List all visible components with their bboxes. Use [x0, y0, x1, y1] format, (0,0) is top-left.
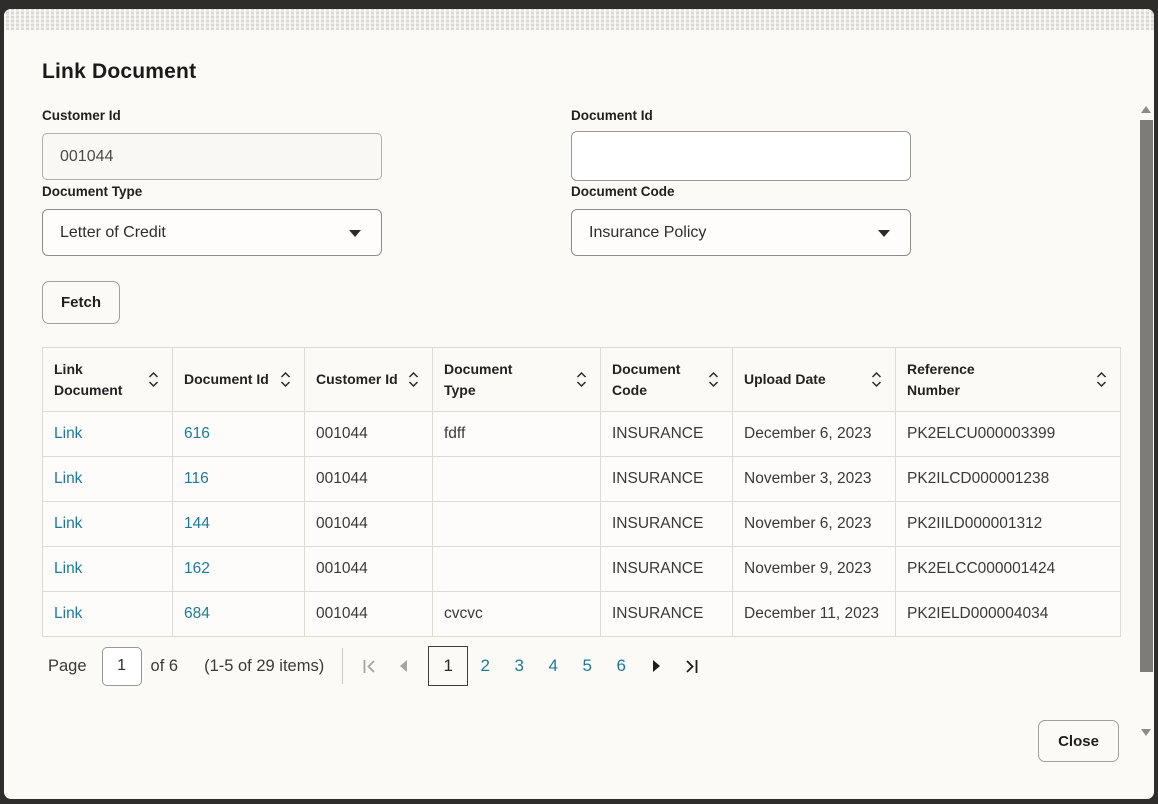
document-id-input[interactable] [571, 131, 911, 181]
upload-date-cell: November 6, 2023 [732, 501, 896, 547]
link-document-action[interactable]: Link [54, 470, 83, 487]
document-id-link[interactable]: 162 [184, 560, 210, 577]
column-header-document-type: Document Type [444, 361, 513, 398]
current-page-button[interactable]: 1 [428, 646, 469, 686]
page-3-link[interactable]: 3 [514, 656, 524, 675]
last-page-icon[interactable] [678, 653, 704, 679]
column-header-reference-number: Reference Number [907, 361, 975, 398]
pagination-divider [342, 648, 344, 684]
customer-id-cell: 001044 [304, 411, 433, 457]
document-id-link[interactable]: 144 [184, 515, 210, 532]
page-count-label: of 6 [150, 656, 179, 675]
sort-icon[interactable] [576, 371, 587, 388]
sort-icon[interactable] [408, 371, 419, 388]
previous-page-icon[interactable] [390, 653, 416, 679]
vertical-scrollbar[interactable] [1139, 106, 1153, 736]
page-label: Page [48, 656, 87, 675]
page-6-link[interactable]: 6 [616, 656, 626, 675]
document-code-cell: INSURANCE [600, 591, 733, 637]
page-number-input[interactable] [101, 646, 142, 686]
table-row: Link 144 001044 INSURANCE November 6, 20… [42, 501, 1121, 547]
next-page-icon[interactable] [644, 653, 670, 679]
column-header-document-code: Document Code [612, 361, 681, 398]
chevron-down-icon [878, 229, 890, 237]
column-header-document-id: Document Id [184, 371, 269, 388]
link-document-dialog: Link Document Customer Id Document Id Do… [4, 30, 1154, 799]
document-id-label: Document Id [571, 108, 653, 123]
document-type-cell: cvcvc [432, 591, 601, 637]
items-range-label: (1-5 of 29 items) [204, 656, 325, 675]
scrollbar-thumb[interactable] [1139, 120, 1153, 672]
chevron-down-icon [349, 229, 361, 237]
customer-id-input[interactable] [42, 133, 382, 180]
table-row: Link 162 001044 INSURANCE November 9, 20… [42, 546, 1121, 592]
document-type-cell: fdff [432, 411, 601, 457]
document-id-link[interactable]: 684 [184, 605, 210, 622]
dimmed-page-background [4, 9, 1154, 30]
link-document-action[interactable]: Link [54, 425, 83, 442]
column-header-link-document: Link Document [54, 361, 123, 398]
document-type-label: Document Type [42, 184, 143, 199]
document-code-selected-value: Insurance Policy [589, 223, 707, 241]
reference-number-cell: PK2ELCC000001424 [895, 546, 1121, 592]
table-row: Link 116 001044 INSURANCE November 3, 20… [42, 456, 1121, 502]
customer-id-label: Customer Id [42, 108, 121, 123]
upload-date-cell: December 11, 2023 [732, 591, 896, 637]
pagination-bar: Page of 6 (1-5 of 29 items) 1 2 3 4 5 6 [48, 644, 704, 688]
sort-icon[interactable] [280, 371, 291, 388]
upload-date-cell: November 3, 2023 [732, 456, 896, 502]
page-4-link[interactable]: 4 [548, 656, 558, 675]
page-5-link[interactable]: 5 [582, 656, 592, 675]
link-document-action[interactable]: Link [54, 605, 83, 622]
document-type-cell [432, 456, 601, 502]
document-code-cell: INSURANCE [600, 546, 733, 592]
reference-number-cell: PK2ILCD000001238 [895, 456, 1121, 502]
customer-id-cell: 001044 [304, 456, 433, 502]
document-type-cell [432, 501, 601, 547]
document-code-cell: INSURANCE [600, 411, 733, 457]
fetch-button[interactable]: Fetch [42, 281, 120, 324]
table-header-row: Link Document Document Id Customer Id Do… [42, 347, 1121, 412]
application-window: Link Document Customer Id Document Id Do… [4, 9, 1154, 799]
scroll-down-icon[interactable] [1141, 729, 1151, 736]
upload-date-cell: December 6, 2023 [732, 411, 896, 457]
sort-icon[interactable] [1096, 371, 1107, 388]
page-2-link[interactable]: 2 [480, 656, 490, 675]
table-row: Link 684 001044 cvcvc INSURANCE December… [42, 591, 1121, 637]
link-document-action[interactable]: Link [54, 515, 83, 532]
sort-icon[interactable] [148, 371, 159, 388]
reference-number-cell: PK2IELD000004034 [895, 591, 1121, 637]
dialog-title: Link Document [42, 60, 197, 83]
scroll-up-icon[interactable] [1141, 106, 1151, 113]
customer-id-cell: 001044 [304, 501, 433, 547]
upload-date-cell: November 9, 2023 [732, 546, 896, 592]
document-type-select[interactable]: Letter of Credit [42, 209, 382, 256]
document-type-selected-value: Letter of Credit [60, 223, 166, 241]
document-code-select[interactable]: Insurance Policy [571, 209, 911, 256]
document-code-cell: INSURANCE [600, 501, 733, 547]
reference-number-cell: PK2IILD000001312 [895, 501, 1121, 547]
sort-icon[interactable] [871, 371, 882, 388]
customer-id-cell: 001044 [304, 546, 433, 592]
document-id-link[interactable]: 616 [184, 425, 210, 442]
first-page-icon[interactable] [356, 653, 382, 679]
document-code-cell: INSURANCE [600, 456, 733, 502]
pagination-nav: 1 2 3 4 5 6 [356, 646, 704, 686]
column-header-customer-id: Customer Id [316, 371, 398, 388]
reference-number-cell: PK2ELCU000003399 [895, 411, 1121, 457]
documents-table: Link Document Document Id Customer Id Do… [42, 347, 1121, 637]
document-type-cell [432, 546, 601, 592]
table-row: Link 616 001044 fdff INSURANCE December … [42, 411, 1121, 457]
document-id-link[interactable]: 116 [184, 470, 209, 487]
sort-icon[interactable] [708, 371, 719, 388]
document-code-label: Document Code [571, 184, 675, 199]
close-button[interactable]: Close [1038, 720, 1119, 762]
link-document-action[interactable]: Link [54, 560, 83, 577]
customer-id-cell: 001044 [304, 591, 433, 637]
column-header-upload-date: Upload Date [744, 371, 826, 388]
